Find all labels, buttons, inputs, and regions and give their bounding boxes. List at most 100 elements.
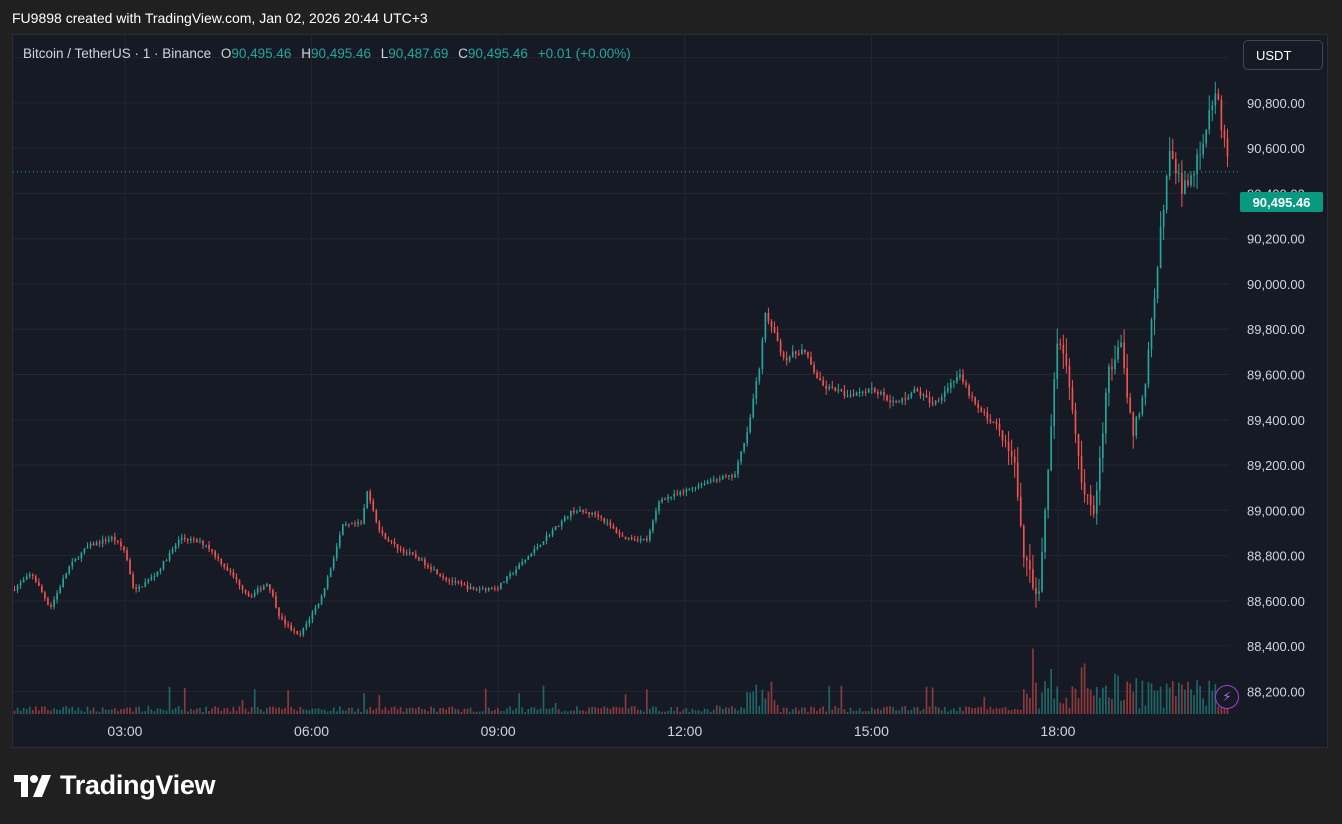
low-key: L xyxy=(380,46,389,61)
volume-bar xyxy=(946,711,949,714)
volume-bar xyxy=(764,698,767,714)
volume-bar xyxy=(618,707,621,714)
candle-body xyxy=(725,476,727,478)
volume-bar xyxy=(1111,699,1113,714)
candle-body xyxy=(1220,99,1223,131)
volume-bar xyxy=(633,706,636,714)
volume-bar xyxy=(259,709,262,714)
volume-bar xyxy=(497,707,499,714)
candle-body xyxy=(433,569,435,571)
volume-bar xyxy=(1117,675,1119,714)
volume-bar xyxy=(1196,680,1198,714)
volume-bar xyxy=(332,707,335,714)
volume-bar xyxy=(874,709,876,714)
volume-bar xyxy=(1217,706,1220,714)
y-tick-label: 89,000.00 xyxy=(1247,503,1305,518)
volume-bar xyxy=(1211,690,1214,714)
candle-body xyxy=(98,542,101,544)
candle-body xyxy=(646,538,648,541)
volume-bar xyxy=(1105,685,1107,714)
candle-body xyxy=(582,509,584,513)
lightning-icon[interactable]: ⚡ xyxy=(1215,685,1239,709)
candle-body xyxy=(335,546,338,559)
volume-bar xyxy=(1174,696,1177,714)
candle-body xyxy=(570,510,572,517)
candle-body xyxy=(691,488,694,490)
candle-body xyxy=(895,400,897,402)
volume-bar xyxy=(247,711,250,714)
price-chart[interactable]: 88,200.00 88,400.00 88,600.00 88,800.00 89,0… xyxy=(12,34,1328,748)
candle-body xyxy=(390,541,393,543)
volume-bar xyxy=(433,707,435,714)
volume-bar xyxy=(232,706,235,714)
candle-body xyxy=(1226,138,1229,157)
candle-body xyxy=(1123,342,1125,369)
close-value: 90,495.46 xyxy=(467,46,528,61)
volume-bar xyxy=(980,706,983,714)
candle-body xyxy=(217,556,220,559)
volume-bar xyxy=(28,706,31,714)
candle-body xyxy=(22,579,25,583)
candle-body xyxy=(290,624,292,631)
candle-body xyxy=(1196,154,1198,174)
volume-bar xyxy=(500,711,502,714)
candle-body xyxy=(269,584,271,590)
candle-body xyxy=(551,530,554,536)
currency-button[interactable]: USDT xyxy=(1243,40,1323,70)
volume-bar xyxy=(527,709,530,714)
candle-body xyxy=(825,385,828,389)
volume-bar xyxy=(767,691,770,714)
volume-bar xyxy=(1095,687,1098,714)
volume-bar xyxy=(676,706,679,714)
y-tick-label: 88,200.00 xyxy=(1247,684,1305,699)
volume-bar xyxy=(47,709,49,714)
candle-body xyxy=(1120,342,1122,347)
candle-body xyxy=(1077,434,1080,456)
volume-bar xyxy=(1153,690,1156,714)
symbol-label[interactable]: Bitcoin / TetherUS · 1 · Binance xyxy=(23,46,212,61)
candle-body xyxy=(706,481,709,485)
candle-body xyxy=(436,569,438,575)
volume-bar xyxy=(147,706,150,714)
tradingview-logo[interactable]: TradingView xyxy=(14,770,216,801)
volume-bar xyxy=(603,706,606,714)
volume-bar xyxy=(609,708,612,714)
candle-body xyxy=(563,516,566,521)
x-tick-label: 06:00 xyxy=(294,723,329,739)
candle-body xyxy=(348,524,350,526)
volume-bar xyxy=(652,706,654,714)
candle-body xyxy=(743,443,745,452)
volume-bar xyxy=(448,706,451,714)
candle-body xyxy=(864,391,867,393)
volume-bar xyxy=(916,707,919,714)
volume-bar xyxy=(378,695,381,714)
volume-bar xyxy=(685,708,688,714)
volume-bar xyxy=(594,707,596,714)
candle-body xyxy=(627,537,630,539)
candle-body xyxy=(135,587,137,590)
volume-bar xyxy=(250,707,253,714)
volume-bar xyxy=(715,705,718,714)
volume-bar xyxy=(892,707,894,714)
candle-body xyxy=(430,567,432,570)
candle-body xyxy=(676,493,679,495)
candle-body xyxy=(1150,319,1153,350)
candle-body xyxy=(898,401,900,403)
volume-bar xyxy=(649,708,651,714)
volume-bar xyxy=(670,706,672,714)
volume-bar xyxy=(171,709,174,714)
candle-body xyxy=(147,579,150,583)
volume-bar xyxy=(861,711,864,714)
volume-bar xyxy=(314,708,317,714)
candle-body xyxy=(259,588,262,590)
candle-body xyxy=(509,573,511,577)
volume-bar xyxy=(1083,663,1086,714)
volume-bar xyxy=(1178,682,1180,714)
volume-bar xyxy=(570,710,572,714)
volume-bar xyxy=(439,708,441,714)
candle-body xyxy=(846,395,849,397)
candle-body xyxy=(421,559,423,561)
volume-bar xyxy=(284,707,286,714)
candle-body xyxy=(712,479,715,481)
volume-bar xyxy=(691,708,694,714)
